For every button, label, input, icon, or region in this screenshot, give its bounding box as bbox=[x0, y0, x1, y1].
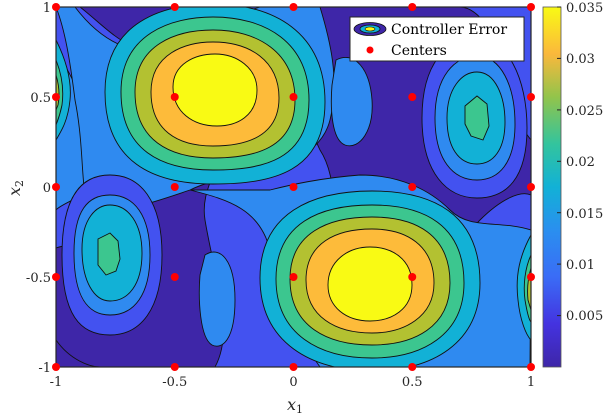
x-tick-labels: -1 -0.5 0 0.5 1 bbox=[50, 375, 535, 390]
svg-text:0.5: 0.5 bbox=[30, 91, 51, 106]
svg-text:1: 1 bbox=[43, 1, 51, 16]
y-axis-label: x2 bbox=[5, 180, 26, 196]
svg-text:0.01: 0.01 bbox=[566, 258, 595, 273]
x-axis-label: x1 bbox=[287, 395, 303, 416]
y-tick-labels: 1 0.5 0 -0.5 -1 bbox=[26, 1, 51, 376]
controller-error-legend-icon bbox=[353, 22, 387, 36]
legend: Controller Error Centers bbox=[349, 16, 525, 62]
svg-text:0.5: 0.5 bbox=[402, 375, 423, 390]
svg-text:0.02: 0.02 bbox=[566, 155, 595, 170]
svg-text:-1: -1 bbox=[50, 375, 63, 390]
legend-entry-centers: Centers bbox=[391, 43, 447, 59]
plot-area bbox=[56, 7, 531, 367]
svg-text:0.015: 0.015 bbox=[566, 207, 603, 222]
svg-text:0.03: 0.03 bbox=[566, 52, 595, 67]
svg-text:x2: x2 bbox=[5, 180, 26, 196]
legend-entry-controller-error: Controller Error bbox=[391, 22, 507, 38]
svg-text:1: 1 bbox=[527, 375, 535, 390]
svg-text:0: 0 bbox=[289, 375, 297, 390]
colorbar: 0.035 0.03 0.025 0.02 0.015 0.01 0.005 bbox=[542, 1, 603, 368]
svg-text:0.035: 0.035 bbox=[566, 1, 603, 16]
svg-text:-0.5: -0.5 bbox=[162, 375, 187, 390]
centers-markers bbox=[52, 3, 535, 371]
svg-text:-1: -1 bbox=[38, 361, 51, 376]
svg-text:0: 0 bbox=[43, 181, 51, 196]
colorbar-tick-labels: 0.035 0.03 0.025 0.02 0.015 0.01 0.005 bbox=[566, 1, 603, 324]
svg-text:-0.5: -0.5 bbox=[26, 271, 51, 286]
svg-text:0.025: 0.025 bbox=[566, 104, 603, 119]
svg-text:0.005: 0.005 bbox=[566, 309, 603, 324]
centers-legend-icon bbox=[366, 46, 374, 54]
